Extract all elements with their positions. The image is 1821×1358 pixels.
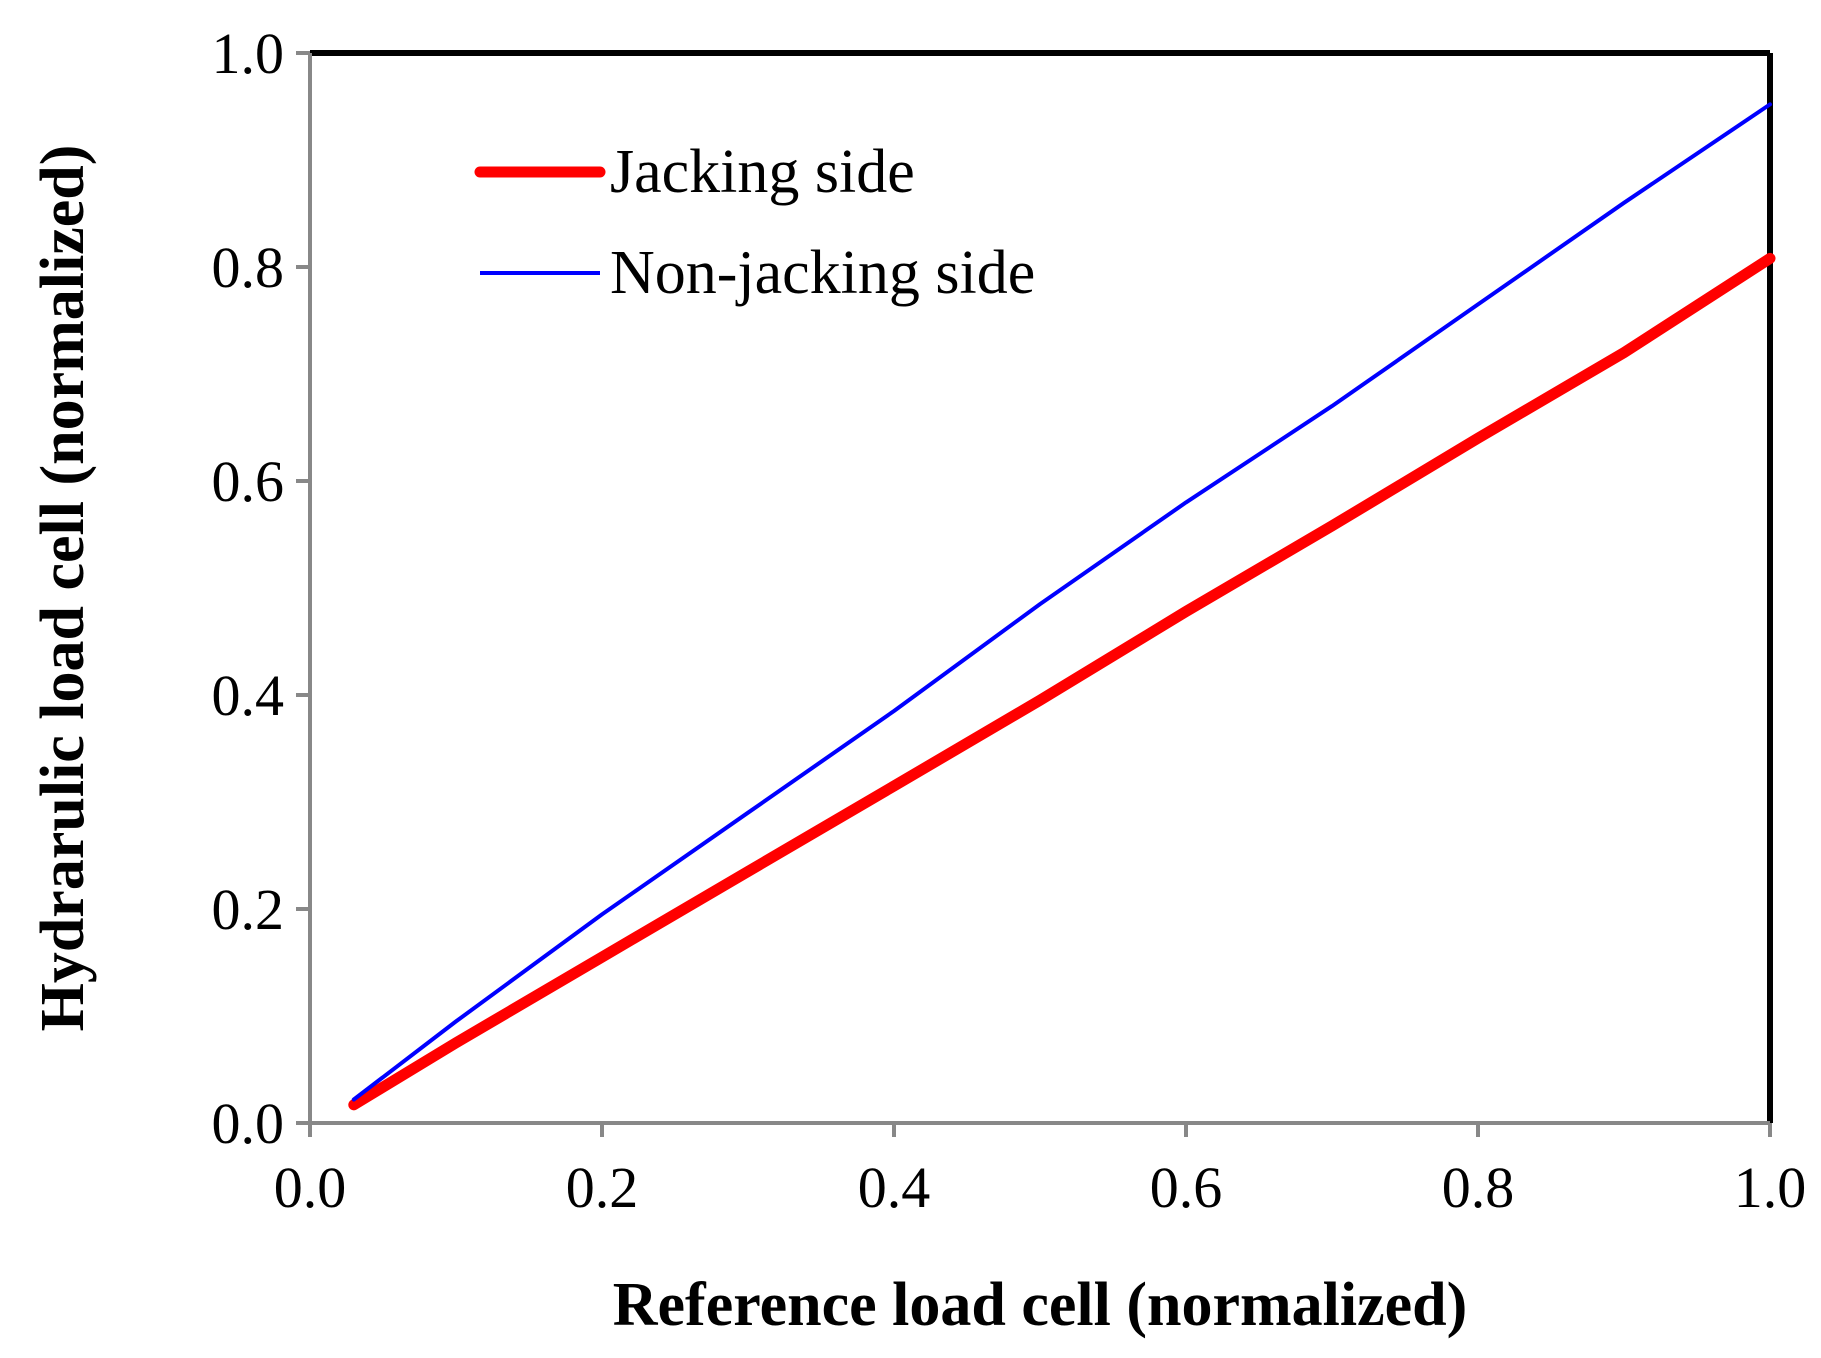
x-tick-label: 0.8 (1442, 1155, 1515, 1220)
y-tick-label: 0.6 (212, 449, 285, 514)
y-tick-label: 0.8 (212, 235, 285, 300)
legend-label-jacking-side: Jacking side (610, 138, 915, 206)
y-tick-label: 0.4 (212, 663, 285, 728)
y-tick-label: 0.2 (212, 877, 285, 942)
legend: Jacking side Non-jacking side (474, 138, 1035, 307)
series-line-jacking-side (348, 252, 1776, 1111)
legend-label-non-jacking-side: Non-jacking side (610, 239, 1035, 307)
x-tick-label: 1.0 (1734, 1155, 1807, 1220)
x-tick-label: 0.4 (858, 1155, 931, 1220)
y-tick-label: 0.0 (212, 1091, 285, 1156)
y-axis-ticks: 0.0 0.2 0.4 0.6 0.8 1.0 (212, 21, 310, 1156)
x-tick-label: 0.2 (566, 1155, 639, 1220)
series-line-non-jacking-side (351, 102, 1772, 1102)
x-axis-ticks: 0.0 0.2 0.4 0.6 0.8 1.0 (274, 1123, 1807, 1220)
y-tick-label: 1.0 (212, 21, 285, 86)
series-lines (348, 102, 1776, 1111)
y-axis-title: Hydrarulic load cell (normalized) (29, 145, 97, 1032)
x-axis-title: Reference load cell (normalized) (613, 1271, 1468, 1339)
x-tick-label: 0.6 (1150, 1155, 1223, 1220)
x-tick-label: 0.0 (274, 1155, 347, 1220)
